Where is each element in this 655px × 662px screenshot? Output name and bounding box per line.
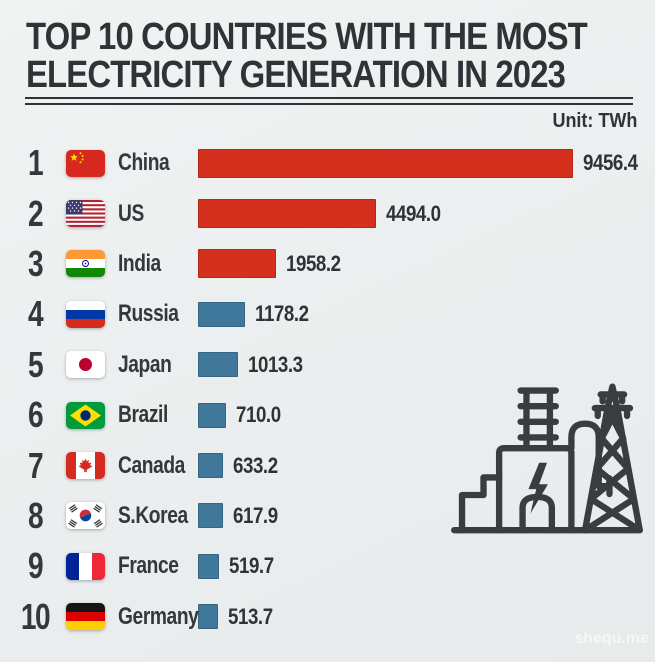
value-label: 9456.4: [583, 150, 638, 176]
unit-label: Unit: TWh: [552, 110, 637, 132]
country-label: Canada: [118, 451, 185, 479]
value-bar: [198, 352, 238, 378]
country-row: 5 Japan 1013.3: [12, 340, 655, 390]
country-row: 8 S.Korea 617.9: [12, 491, 655, 541]
us-flag-icon: [66, 200, 105, 228]
skorea-flag-icon: [66, 502, 105, 530]
power-plant-and-transmission-tower-icon: [451, 383, 643, 534]
country-label: Brazil: [118, 401, 168, 429]
value-label: 1013.3: [248, 351, 303, 377]
country-label: China: [118, 149, 170, 177]
russia-flag-icon: [66, 300, 105, 328]
china-flag-icon: [66, 149, 105, 177]
rank-label: 5: [27, 343, 44, 385]
title-line-1: TOP 10 COUNTRIES WITH THE MOST: [26, 16, 588, 58]
value-bar: [198, 402, 226, 428]
watermark: shequ.me: [574, 630, 649, 647]
value-label: 1958.2: [286, 250, 341, 276]
value-label: 1178.2: [255, 301, 309, 327]
rank-label: 6: [27, 394, 44, 436]
value-label: 710.0: [236, 402, 281, 428]
country-row: 6 Brazil 710.0: [12, 390, 655, 440]
japan-flag-icon: [66, 351, 105, 379]
canada-flag-icon: [66, 452, 105, 480]
country-row: 10 Germany 513.7: [12, 592, 655, 642]
country-row: 9 France 519.7: [12, 541, 655, 591]
value-bar: [198, 249, 276, 279]
value-bar: [198, 604, 218, 630]
rank-label: 3: [27, 242, 44, 284]
value-label: 633.2: [233, 452, 278, 478]
country-label: S.Korea: [118, 501, 188, 529]
country-row: 4 Russia 1178.2: [12, 289, 655, 339]
brazil-flag-icon: [66, 401, 105, 429]
country-row: 3 India 1958.2: [12, 239, 655, 289]
country-label: France: [118, 552, 179, 580]
rank-label: 4: [27, 293, 44, 335]
page-title: TOP 10 COUNTRIES WITH THE MOST ELECTRICI…: [26, 18, 632, 94]
country-label: Japan: [118, 350, 172, 378]
rank-label: 1: [27, 142, 44, 184]
country-label: Germany: [118, 602, 199, 630]
title-double-underline: [25, 97, 633, 105]
value-bar: [198, 199, 376, 229]
rank-label: 2: [27, 192, 44, 234]
title-line-2: ELECTRICITY GENERATION IN 2023: [26, 54, 566, 96]
value-bar: [198, 148, 573, 178]
rank-label: 10: [20, 595, 51, 637]
country-label: US: [118, 199, 144, 227]
bar-chart: 1 China 9456.4 2 US 4494.0 3 India 1958.…: [12, 138, 655, 642]
value-bar: [198, 503, 223, 529]
france-flag-icon: [66, 552, 105, 580]
country-row: 7 Canada 633.2: [12, 440, 655, 490]
value-bar: [198, 301, 245, 327]
germany-flag-icon: [66, 603, 105, 631]
value-bar: [198, 553, 219, 579]
value-label: 513.7: [228, 603, 273, 629]
india-flag-icon: [66, 250, 105, 278]
country-label: India: [118, 249, 161, 277]
value-label: 617.9: [233, 502, 278, 528]
country-row: 2 US 4494.0: [12, 188, 655, 238]
rank-label: 9: [27, 545, 44, 587]
value-label: 519.7: [229, 553, 274, 579]
value-bar: [198, 453, 223, 479]
rank-label: 7: [27, 444, 44, 486]
country-label: Russia: [118, 300, 179, 328]
value-label: 4494.0: [386, 200, 441, 226]
rank-label: 8: [27, 494, 44, 536]
country-row: 1 China 9456.4: [12, 138, 655, 188]
